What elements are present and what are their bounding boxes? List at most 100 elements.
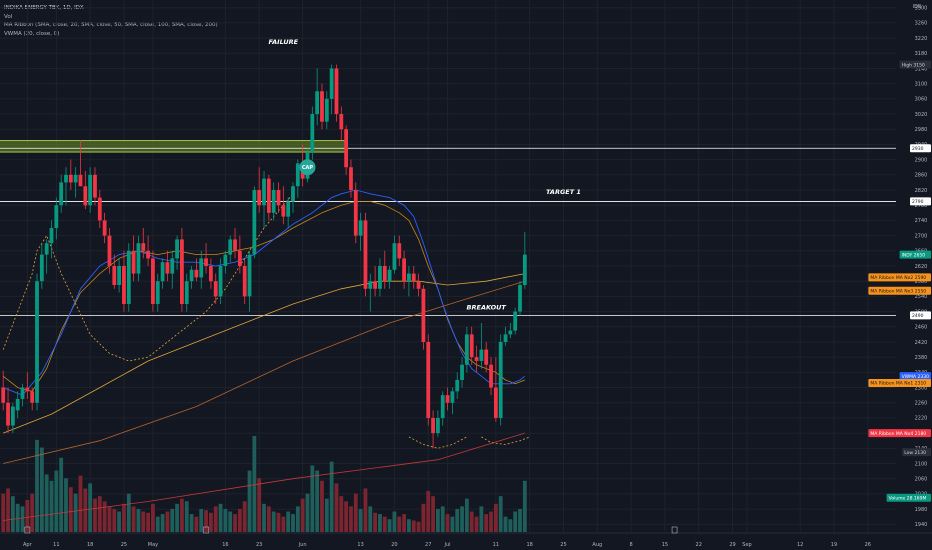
x-tick-label: 11 — [53, 542, 59, 548]
candle-body — [353, 190, 358, 236]
candle-body — [479, 349, 484, 361]
candle-body — [141, 243, 146, 251]
x-tick-label: 8 — [630, 542, 633, 548]
volume-bar — [141, 511, 146, 532]
candle-body — [460, 364, 464, 380]
series-line — [3, 189, 526, 396]
y-tick-label: 2740 — [915, 218, 928, 224]
x-tick-label: 15 — [662, 542, 668, 548]
candle-body — [6, 402, 10, 426]
candle-body — [223, 254, 228, 266]
x-tick-label: Sep — [742, 542, 751, 548]
resistance-zone-box — [0, 140, 347, 153]
legend-ma-ribbon: MA Ribbon (SMA, close, 20, SMA, close, 5… — [4, 22, 218, 28]
volume-bar — [484, 514, 489, 532]
candle-body — [262, 178, 266, 206]
candle-body — [522, 254, 527, 285]
candle-body — [175, 239, 179, 259]
y-tick-label: 1940 — [915, 522, 928, 528]
volume-bar — [237, 508, 242, 532]
volume-bar — [151, 503, 155, 532]
candle-body — [436, 417, 440, 434]
volume-bar — [421, 503, 426, 532]
price-tag-text: 2490 — [912, 313, 924, 319]
candle-body — [484, 349, 489, 365]
candle-body — [242, 266, 247, 297]
volume-bar — [165, 511, 170, 532]
price-tag-text: Volume 28.169M — [889, 495, 927, 501]
candle-body — [151, 258, 155, 304]
candle-body — [310, 114, 315, 153]
candle-body — [266, 178, 271, 213]
event-marker — [203, 526, 209, 534]
candle-body — [97, 197, 102, 221]
candle-body — [233, 239, 237, 251]
candle-body — [93, 174, 97, 198]
volume-bar — [286, 511, 291, 532]
x-tick-label: 11 — [493, 542, 499, 548]
candle-body — [170, 258, 175, 274]
candle-body — [421, 288, 426, 342]
price-tag — [899, 60, 931, 69]
volume-bar — [305, 493, 310, 532]
y-tick-label: 2260 — [915, 401, 928, 407]
cap-marker — [299, 159, 316, 176]
moving-averages — [2, 189, 526, 521]
candle-body — [363, 220, 368, 289]
annotation-label: TARGET 1 — [546, 188, 581, 196]
candle-body — [464, 334, 469, 365]
candle-body — [165, 262, 170, 274]
candle-body — [257, 190, 262, 206]
price-tag-text: MA Ribbon MA No2 2590 — [870, 275, 926, 281]
volume-bar — [402, 514, 406, 532]
volume-bar — [353, 493, 358, 532]
volume-bar — [15, 503, 20, 532]
candle-body — [493, 387, 498, 418]
series-line — [3, 273, 525, 434]
volume-bar — [184, 501, 189, 532]
volume-bar — [208, 512, 213, 532]
volume-bar — [30, 493, 35, 532]
volume-bar — [407, 519, 411, 532]
y-tick-label: 3140 — [915, 66, 928, 72]
x-tick-label: 25 — [560, 542, 566, 548]
candle-body — [320, 91, 324, 122]
time-axis[interactable]: Apr 11 18 25 May 16 23 Jun 13 20 27 Jul 11 18 25 Aug 8 15… — [23, 526, 871, 548]
volume-bar — [233, 514, 237, 532]
candle-body — [160, 262, 165, 282]
candle-body — [15, 398, 20, 411]
volume-bar — [291, 514, 295, 532]
candle-body — [291, 186, 295, 202]
volume-bar — [295, 506, 300, 532]
horizontal-levels — [0, 147, 896, 316]
candle-body — [431, 417, 435, 434]
y-tick-label: 2420 — [915, 340, 928, 346]
candle-body — [378, 266, 382, 289]
candle-body — [513, 311, 518, 331]
volume-bar — [180, 498, 184, 532]
y-tick-label: 3180 — [915, 51, 928, 57]
candle-body — [426, 341, 431, 418]
volume-bar — [228, 511, 233, 532]
y-tick-label: 3020 — [915, 112, 928, 118]
candle-body — [20, 387, 25, 399]
volume-bar — [508, 519, 513, 532]
candle-body — [117, 266, 122, 285]
volume-bar — [117, 511, 122, 532]
volume-bar — [59, 457, 64, 532]
volume-bar — [300, 498, 305, 532]
volume-bar — [310, 465, 315, 532]
candle-body — [199, 258, 204, 278]
candle-body — [339, 114, 344, 130]
x-tick-label: Aug — [592, 542, 602, 548]
volume-bars — [1, 436, 527, 532]
volume-bar — [276, 512, 281, 532]
volume-bar — [35, 439, 39, 532]
candle-body — [78, 174, 83, 187]
candles — [1, 64, 527, 449]
candle-body — [184, 281, 189, 304]
price-tag — [902, 448, 931, 457]
volume-bar — [493, 503, 498, 532]
